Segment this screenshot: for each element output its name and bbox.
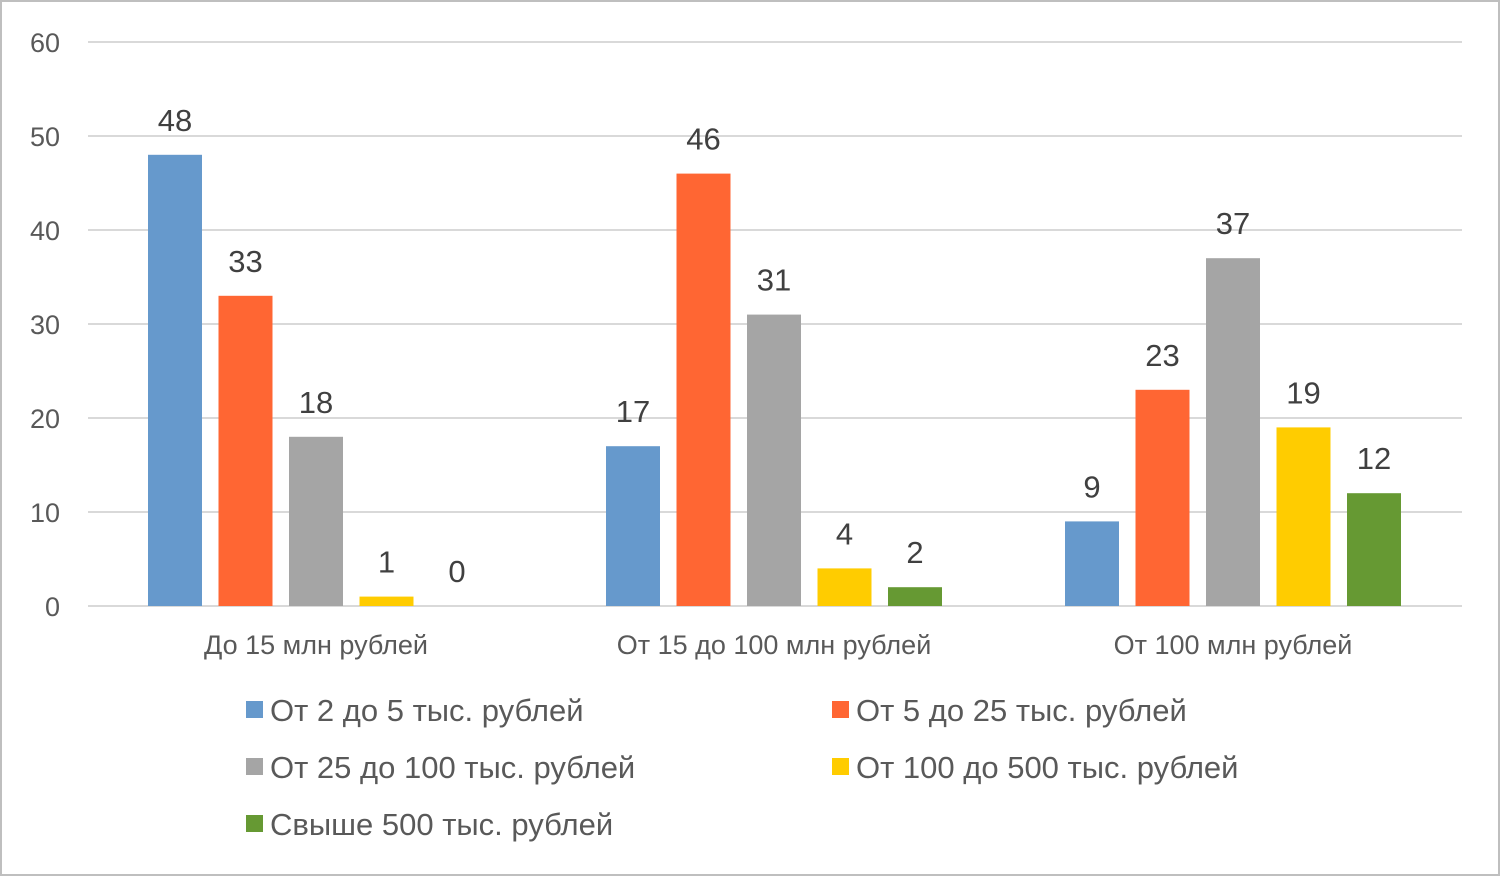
bar bbox=[817, 568, 872, 606]
bar bbox=[1276, 427, 1331, 606]
data-label: 23 bbox=[1145, 338, 1179, 373]
data-label: 9 bbox=[1083, 469, 1100, 504]
legend-item: От 25 до 100 тыс. рублей bbox=[246, 750, 635, 785]
data-label: 48 bbox=[158, 103, 192, 138]
bar bbox=[148, 154, 202, 607]
legend-label: Свыше 500 тыс. рублей bbox=[270, 807, 613, 842]
legend-item: От 2 до 5 тыс. рублей bbox=[246, 693, 584, 728]
x-category-label: До 15 млн рублей bbox=[204, 630, 428, 660]
bar bbox=[289, 436, 343, 606]
data-label: 12 bbox=[1357, 441, 1391, 476]
y-axis-ticks: 0 10 20 30 40 50 60 bbox=[30, 28, 60, 622]
legend-swatch bbox=[246, 758, 263, 775]
bar bbox=[747, 314, 801, 606]
bar bbox=[676, 173, 731, 606]
legend-label: От 2 до 5 тыс. рублей bbox=[270, 693, 584, 728]
data-label: 1 bbox=[378, 545, 395, 580]
y-tick-label: 40 bbox=[30, 216, 60, 246]
data-labels: 48 33 18 1 0 17 46 31 4 2 9 23 37 19 12 bbox=[158, 103, 1391, 589]
bar bbox=[1135, 389, 1190, 606]
bar bbox=[1065, 521, 1119, 606]
legend-label: От 25 до 100 тыс. рублей bbox=[270, 750, 635, 785]
y-tick-label: 50 bbox=[30, 122, 60, 152]
legend-label: От 100 до 500 тыс. рублей bbox=[856, 750, 1239, 785]
bar bbox=[606, 446, 660, 606]
legend-swatch bbox=[832, 758, 849, 775]
data-label: 4 bbox=[836, 516, 853, 551]
data-label: 46 bbox=[686, 122, 720, 157]
y-tick-label: 0 bbox=[45, 592, 60, 622]
bar bbox=[1347, 493, 1401, 606]
bar bbox=[218, 295, 273, 606]
data-label: 19 bbox=[1286, 375, 1320, 410]
bars bbox=[148, 154, 1401, 607]
data-label: 33 bbox=[228, 244, 262, 279]
data-label: 0 bbox=[448, 554, 465, 589]
data-label: 31 bbox=[757, 263, 791, 298]
data-label: 37 bbox=[1216, 206, 1250, 241]
legend-label: От 5 до 25 тыс. рублей bbox=[856, 693, 1187, 728]
x-category-label: От 15 до 100 млн рублей bbox=[617, 630, 932, 660]
legend-swatch bbox=[246, 701, 263, 718]
bar bbox=[1206, 258, 1260, 606]
y-tick-label: 20 bbox=[30, 404, 60, 434]
legend-item: От 100 до 500 тыс. рублей bbox=[832, 750, 1239, 785]
data-label: 18 bbox=[299, 385, 333, 420]
bar bbox=[359, 596, 414, 606]
legend: От 2 до 5 тыс. рублей От 5 до 25 тыс. руб… bbox=[246, 693, 1239, 842]
legend-swatch bbox=[832, 701, 849, 718]
y-tick-label: 60 bbox=[30, 28, 60, 58]
y-tick-label: 30 bbox=[30, 310, 60, 340]
x-axis-categories: До 15 млн рублей От 15 до 100 млн рублей О… bbox=[204, 630, 1352, 660]
legend-swatch bbox=[246, 815, 263, 832]
data-label: 2 bbox=[906, 535, 923, 570]
y-tick-label: 10 bbox=[30, 498, 60, 528]
data-label: 17 bbox=[616, 394, 650, 429]
legend-item: Свыше 500 тыс. рублей bbox=[246, 807, 613, 842]
legend-item: От 5 до 25 тыс. рублей bbox=[832, 693, 1187, 728]
x-category-label: От 100 млн рублей bbox=[1114, 630, 1353, 660]
bar bbox=[888, 587, 942, 606]
